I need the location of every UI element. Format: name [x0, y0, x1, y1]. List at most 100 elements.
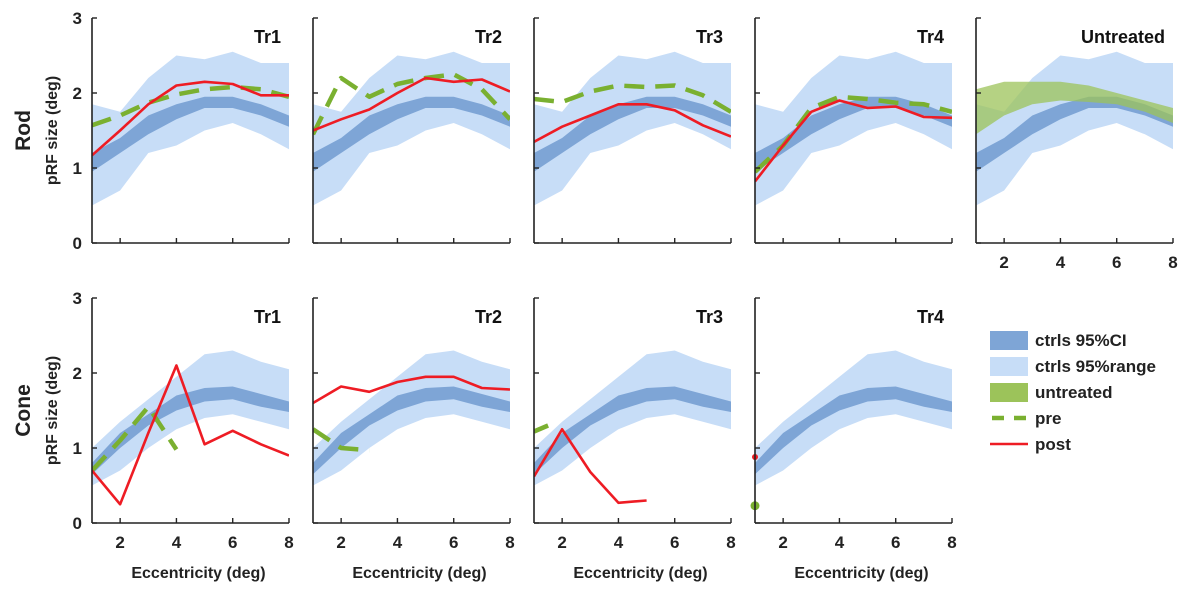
post-line: [92, 364, 289, 506]
post-line: [92, 80, 289, 157]
panel-rod-tr1: 0 1 2 3 Tr1: [73, 9, 290, 253]
controls-ci-band: [313, 386, 510, 475]
controls-range-band: [755, 350, 952, 486]
legend-item-untreated: untreated: [990, 383, 1112, 402]
y-tick-label: 3: [73, 289, 82, 308]
controls-range-band: [976, 51, 1173, 206]
post-line: [313, 375, 510, 405]
controls-range-band: [534, 350, 731, 486]
legend-swatch: [990, 331, 1028, 350]
legend-label: post: [1035, 435, 1071, 454]
y-tick-label: 1: [73, 159, 82, 178]
panel-cone-tr3: 2 4 6 8 Eccentricity (deg) Tr3: [533, 297, 736, 582]
x-tick-label: 8: [947, 533, 956, 552]
panel-cone-tr2: 2 4 6 8 Eccentricity (deg) Tr2: [312, 297, 515, 582]
panel-rod-tr3: Tr3: [533, 17, 732, 244]
x-tick-label: 8: [1168, 253, 1177, 272]
y-axis-label-cone: pRF size (deg): [44, 356, 61, 465]
controls-ci-band: [313, 96, 510, 172]
legend-item-pre: pre: [992, 409, 1061, 428]
panel-title: Tr3: [696, 27, 723, 47]
pre-line: [534, 423, 549, 434]
controls-ci-band: [976, 96, 1173, 172]
panel-title: Tr1: [254, 27, 281, 47]
x-tick-label: 4: [1056, 253, 1066, 272]
pre-line: [313, 72, 510, 136]
x-tick-label: 4: [393, 533, 403, 552]
x-tick-label: 2: [336, 533, 345, 552]
controls-range-band: [92, 350, 289, 486]
panel-rod-untreated: 2 4 6 8 Untreated: [975, 17, 1178, 272]
x-tick-label: 6: [449, 533, 458, 552]
pre-line: [92, 84, 289, 128]
controls-ci-band: [755, 96, 952, 172]
panel-title: Tr4: [917, 27, 944, 47]
panel-title: Tr1: [254, 307, 281, 327]
y-tick-label: 3: [73, 9, 82, 28]
legend-label: ctrls 95%range: [1035, 357, 1156, 376]
y-tick-label: 2: [73, 364, 82, 383]
y-tick-label: 0: [73, 514, 82, 533]
legend-label: ctrls 95%CI: [1035, 331, 1127, 350]
x-tick-label: 6: [891, 533, 900, 552]
post-line: [534, 427, 647, 505]
x-tick-label: 8: [726, 533, 735, 552]
x-tick-label: 8: [284, 533, 293, 552]
pre-line: [534, 83, 731, 114]
x-tick-label: 2: [778, 533, 787, 552]
y-tick-label: 2: [73, 84, 82, 103]
panel-title: Tr4: [917, 307, 944, 327]
legend-item-post: post: [990, 435, 1071, 454]
x-tick-label: 4: [614, 533, 624, 552]
post-line: [534, 103, 731, 143]
controls-ci-band: [534, 386, 731, 475]
panel-cone-tr1: 0 1 2 3 2 4 6 8 Eccentricity (deg) Tr1: [73, 289, 294, 582]
y-tick-label: 0: [73, 234, 82, 253]
panel-title: Tr3: [696, 307, 723, 327]
pre-line: [313, 427, 370, 453]
panel-title: Tr2: [475, 307, 502, 327]
controls-ci-band: [755, 386, 952, 475]
legend-swatch: [990, 383, 1028, 402]
x-tick-label: 6: [228, 533, 237, 552]
controls-ci-band: [92, 96, 289, 172]
y-axis-label-rod: pRF size (deg): [44, 76, 61, 185]
legend-label: pre: [1035, 409, 1061, 428]
legend-item-ci: ctrls 95%CI: [990, 331, 1127, 350]
x-tick-label: 2: [115, 533, 124, 552]
controls-range-band: [755, 51, 952, 206]
x-axis-label: Eccentricity (deg): [794, 565, 928, 582]
controls-range-band: [92, 51, 289, 206]
x-tick-label: 6: [1112, 253, 1121, 272]
x-tick-label: 2: [557, 533, 566, 552]
controls-range-band: [313, 51, 510, 206]
x-tick-label: 4: [835, 533, 845, 552]
x-tick-label: 8: [505, 533, 514, 552]
panel-title: Tr2: [475, 27, 502, 47]
row-title-cone: Cone: [12, 384, 35, 437]
controls-range-band: [313, 350, 510, 486]
x-axis-label: Eccentricity (deg): [352, 565, 486, 582]
panel-rod-tr2: Tr2: [312, 17, 511, 244]
controls-ci-band: [534, 96, 731, 172]
x-axis-label: Eccentricity (deg): [573, 565, 707, 582]
panels: 0 1 2 3 Tr1 Tr2 Tr3 Tr4 2 4 6 8 Untreated 0 1 2 3 2 4 6 8 Ecc…: [73, 9, 1178, 582]
y-tick-label: 1: [73, 439, 82, 458]
x-tick-label: 2: [999, 253, 1008, 272]
legend: ctrls 95%CI ctrls 95%range untreated pre pos…: [990, 331, 1156, 454]
panel-rod-tr4: Tr4: [754, 17, 953, 244]
controls-range-band: [534, 51, 731, 206]
x-tick-label: 4: [172, 533, 182, 552]
legend-label: untreated: [1035, 383, 1112, 402]
x-tick-label: 6: [670, 533, 679, 552]
x-axis-label: Eccentricity (deg): [131, 565, 265, 582]
untreated-band: [976, 81, 1173, 135]
row-title-rod: Rod: [12, 110, 35, 151]
panel-cone-tr4: 2 4 6 8 Eccentricity (deg) Tr4: [750, 297, 957, 582]
post-line: [313, 76, 510, 132]
pre-line: [92, 404, 179, 473]
post-line: [755, 99, 952, 183]
panel-title: Untreated: [1081, 27, 1165, 47]
legend-swatch: [990, 357, 1028, 376]
